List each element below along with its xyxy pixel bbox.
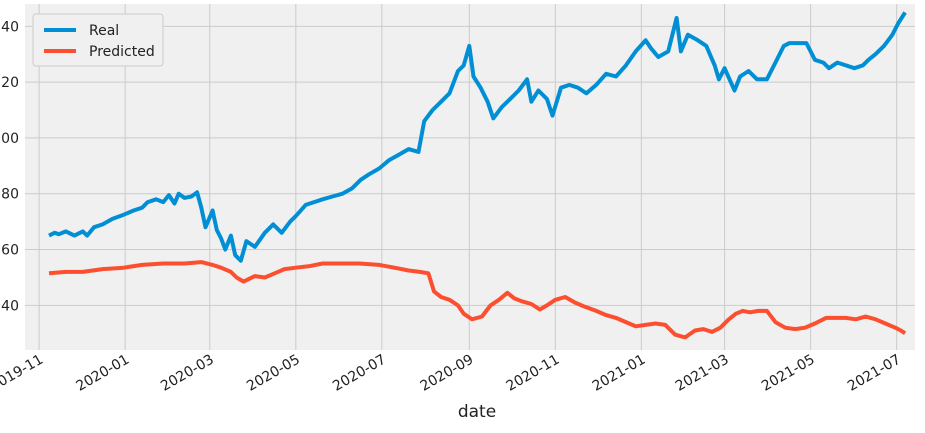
y-tick-label: 80 xyxy=(1,187,19,203)
y-tick-label: 60 xyxy=(1,243,19,259)
y-tick-label: 140 xyxy=(0,19,19,35)
y-tick-label: 120 xyxy=(0,75,19,91)
legend: Real Predicted xyxy=(32,13,164,67)
legend-label-real: Real xyxy=(89,23,119,39)
series-line-real xyxy=(48,11,907,263)
y-tick-label: 100 xyxy=(0,131,19,147)
grid xyxy=(25,4,915,350)
y-axis-ticks: 40 60 80 100 120 140 xyxy=(0,19,19,314)
series-line-predicted xyxy=(48,260,907,340)
legend-label-predicted: Predicted xyxy=(89,44,155,60)
series-lines xyxy=(48,11,907,340)
y-tick-label: 40 xyxy=(1,298,19,314)
x-axis-label: date xyxy=(458,402,496,422)
